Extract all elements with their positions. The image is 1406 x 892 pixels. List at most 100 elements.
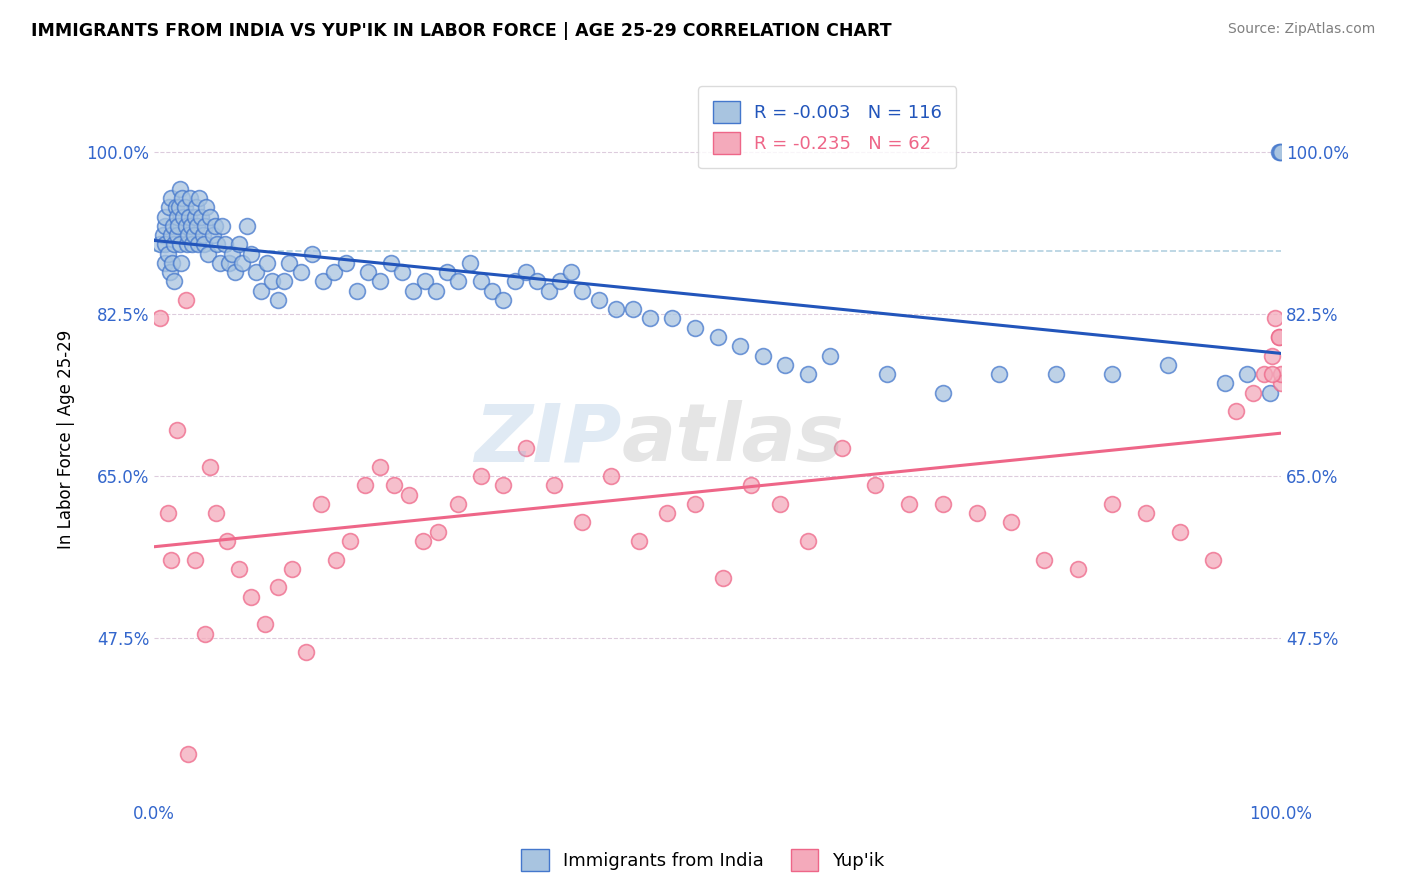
Point: [228, 237, 250, 252]
Point: [1241, 385, 1264, 400]
Point: [1000, 516, 1022, 530]
Point: [208, 256, 231, 270]
Point: [218, 256, 240, 270]
Point: [447, 497, 470, 511]
Point: [382, 478, 405, 492]
Point: [173, 200, 195, 214]
Point: [605, 302, 627, 317]
Point: [627, 534, 650, 549]
Point: [1225, 404, 1247, 418]
Point: [711, 571, 734, 585]
Point: [548, 274, 571, 288]
Point: [200, 210, 222, 224]
Point: [398, 488, 420, 502]
Point: [368, 459, 391, 474]
Point: [177, 210, 200, 224]
Point: [149, 237, 172, 252]
Point: [492, 478, 515, 492]
Point: [253, 617, 276, 632]
Point: [166, 228, 188, 243]
Point: [211, 219, 233, 233]
Point: [197, 246, 219, 260]
Point: [751, 349, 773, 363]
Point: [174, 293, 197, 307]
Point: [167, 200, 190, 214]
Point: [166, 219, 188, 233]
Point: [1267, 145, 1289, 159]
Point: [184, 200, 207, 214]
Point: [728, 339, 751, 353]
Point: [207, 237, 229, 252]
Point: [245, 265, 267, 279]
Point: [380, 256, 402, 270]
Point: [191, 228, 214, 243]
Point: [194, 219, 217, 233]
Point: [368, 274, 391, 288]
Point: [413, 274, 436, 288]
Text: ZIP: ZIP: [474, 400, 621, 478]
Point: [966, 506, 988, 520]
Point: [865, 478, 887, 492]
Point: [1261, 349, 1284, 363]
Point: [391, 265, 413, 279]
Point: [447, 274, 470, 288]
Point: [170, 256, 193, 270]
Point: [149, 311, 172, 326]
Point: [1270, 145, 1292, 159]
Point: [256, 256, 278, 270]
Point: [250, 284, 273, 298]
Point: [1168, 524, 1191, 539]
Point: [1270, 367, 1292, 381]
Point: [155, 237, 177, 252]
Point: [217, 534, 239, 549]
Point: [481, 284, 503, 298]
Point: [683, 320, 706, 334]
Point: [796, 367, 818, 381]
Point: [436, 265, 458, 279]
Point: [163, 237, 186, 252]
Point: [231, 256, 253, 270]
Point: [160, 191, 183, 205]
Point: [262, 274, 284, 288]
Point: [492, 293, 515, 307]
Point: [1267, 330, 1289, 344]
Point: [818, 349, 841, 363]
Point: [621, 302, 644, 317]
Point: [174, 219, 197, 233]
Point: [1045, 367, 1067, 381]
Point: [526, 274, 548, 288]
Point: [200, 459, 222, 474]
Point: [290, 265, 312, 279]
Point: [599, 469, 621, 483]
Point: [339, 534, 361, 549]
Point: [1270, 376, 1292, 391]
Point: [1267, 330, 1289, 344]
Point: [155, 256, 177, 270]
Point: [1268, 145, 1291, 159]
Point: [458, 256, 481, 270]
Point: [160, 256, 183, 270]
Point: [740, 478, 762, 492]
Point: [638, 311, 661, 326]
Point: [412, 534, 434, 549]
Point: [177, 228, 200, 243]
Point: [588, 293, 610, 307]
Legend: Immigrants from India, Yup'ik: Immigrants from India, Yup'ik: [515, 842, 891, 879]
Point: [932, 497, 955, 511]
Legend: R = -0.003   N = 116, R = -0.235   N = 62: R = -0.003 N = 116, R = -0.235 N = 62: [699, 87, 956, 169]
Point: [201, 228, 224, 243]
Point: [571, 516, 593, 530]
Point: [325, 552, 347, 566]
Point: [273, 274, 295, 288]
Point: [1261, 367, 1284, 381]
Point: [323, 265, 346, 279]
Point: [228, 562, 250, 576]
Point: [278, 256, 301, 270]
Point: [157, 200, 180, 214]
Point: [188, 191, 211, 205]
Point: [166, 210, 188, 224]
Point: [152, 228, 174, 243]
Point: [204, 219, 226, 233]
Point: [1264, 311, 1286, 326]
Point: [1213, 376, 1236, 391]
